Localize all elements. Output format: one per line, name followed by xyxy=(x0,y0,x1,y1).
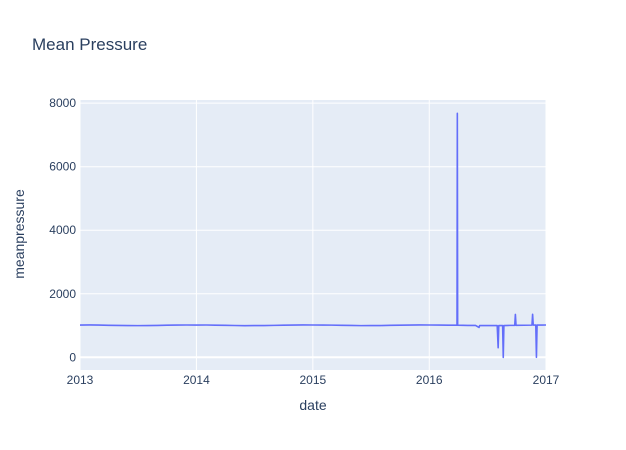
y-tick-label: 2000 xyxy=(49,287,76,301)
series-line-meanpressure xyxy=(80,112,546,359)
y-tick-label: 6000 xyxy=(49,160,76,174)
y-tick-label: 8000 xyxy=(49,96,76,110)
x-axis-title: date xyxy=(299,397,326,413)
series-layer xyxy=(80,112,546,359)
x-tick-label: 2017 xyxy=(533,373,560,387)
y-axis-title: meanpressure xyxy=(11,189,27,279)
tick-labels: 0 2000 4000 6000 8000 2013 2014 2015 2016 2017 xyxy=(49,96,559,387)
y-tick-label: 0 xyxy=(69,350,76,364)
chart-title: Mean Pressure xyxy=(32,35,147,54)
x-tick-label: 2016 xyxy=(416,373,443,387)
x-tick-label: 2013 xyxy=(67,373,94,387)
x-tick-label: 2015 xyxy=(299,373,326,387)
x-tick-label: 2014 xyxy=(183,373,210,387)
y-tick-label: 4000 xyxy=(49,223,76,237)
